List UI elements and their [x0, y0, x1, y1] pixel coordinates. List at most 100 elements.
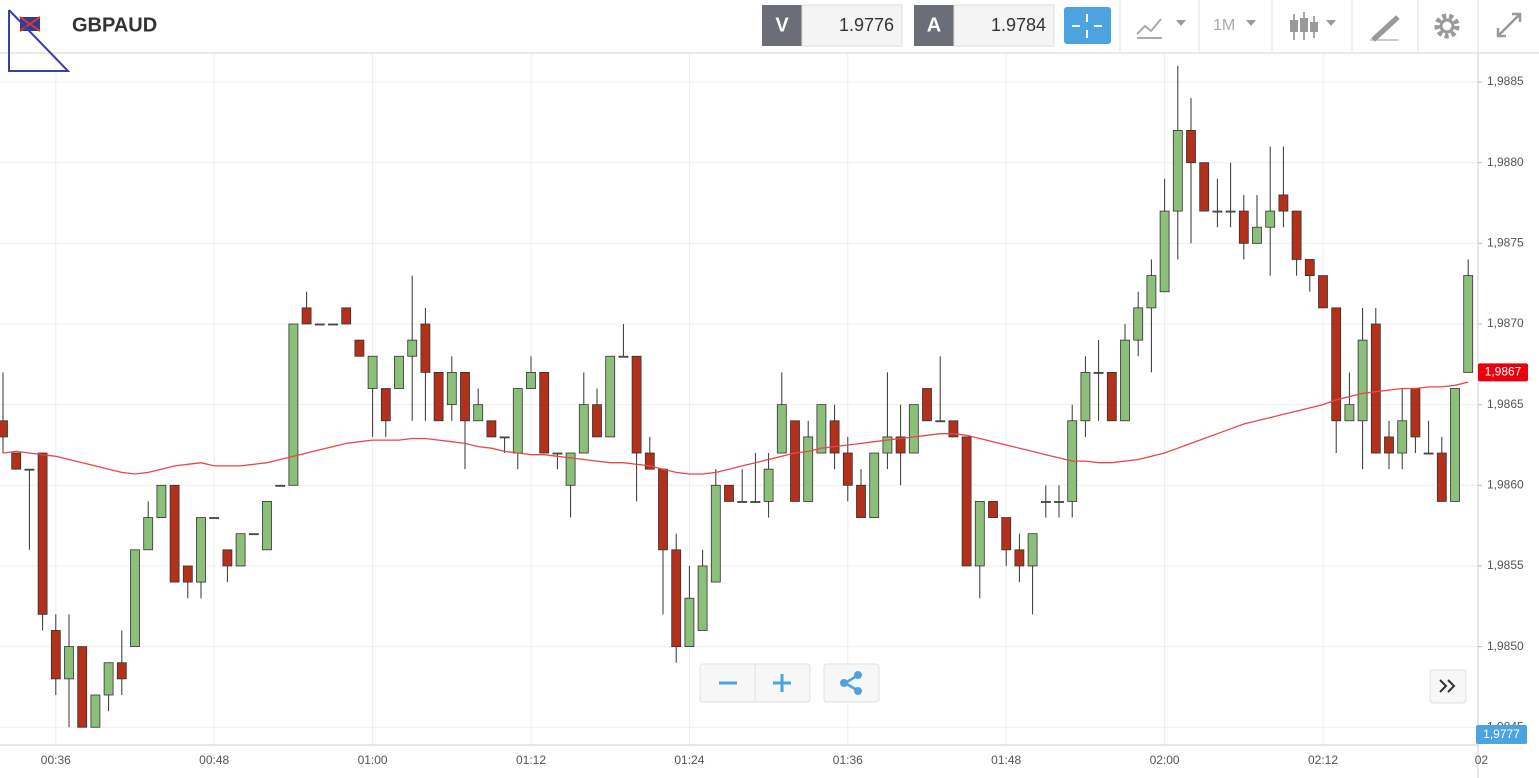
candle-body — [156, 484, 167, 518]
candle-body — [222, 549, 233, 567]
settings-button[interactable] — [1434, 13, 1460, 39]
candle-body — [420, 323, 431, 373]
candle-body — [407, 339, 418, 357]
candle-body — [578, 404, 589, 454]
ask-price: 1.9784 — [991, 15, 1046, 35]
zoom-controls — [699, 663, 1467, 704]
candle-body — [829, 420, 840, 454]
zoom-in-button[interactable] — [773, 674, 791, 692]
candle-type-button[interactable] — [1290, 18, 1318, 32]
candle-body — [11, 452, 22, 470]
bid-box — [801, 4, 903, 47]
candle-body — [684, 597, 695, 648]
bid-button[interactable] — [762, 5, 802, 46]
flag-cross — [19, 16, 41, 32]
candle-body — [209, 517, 220, 519]
candle-body — [856, 484, 866, 518]
candle-body — [380, 388, 391, 422]
candle-body — [631, 355, 642, 454]
y-tick-label: 1,9875 — [1487, 236, 1524, 250]
candle-body — [446, 371, 457, 406]
candle-body — [182, 565, 193, 583]
candle-body — [776, 404, 787, 454]
candle-body — [750, 501, 761, 503]
candle-body — [1238, 210, 1249, 244]
candle-body — [1357, 339, 1368, 422]
selection-marker — [8, 9, 71, 72]
chart-type-button[interactable] — [1136, 18, 1162, 39]
candle-body — [526, 371, 536, 389]
y-tick-label: 1,9880 — [1487, 155, 1524, 169]
candle-body — [1397, 420, 1408, 454]
candle-body — [1120, 339, 1130, 422]
candle-body — [130, 549, 140, 648]
candle-body — [169, 484, 180, 583]
candle-body — [394, 355, 404, 389]
plot-area — [0, 53, 1482, 745]
candle-body — [1344, 404, 1355, 422]
bottom-price-tag — [1476, 725, 1527, 744]
candle-body — [1212, 210, 1223, 213]
candle-body — [1186, 130, 1196, 164]
candle-body — [1106, 371, 1117, 422]
ask-button[interactable] — [914, 5, 954, 46]
x-tick-label: 01:48 — [991, 753, 1021, 767]
candle-body — [908, 404, 919, 454]
candle-body — [737, 501, 748, 503]
candle-body — [552, 452, 563, 455]
candle-body — [499, 436, 510, 439]
bid-price: 1.9776 — [839, 15, 894, 35]
fullscreen-button[interactable] — [1496, 12, 1522, 38]
candle-body — [618, 355, 629, 358]
header: GBPAUD V 1.9776 A 1.9784 1M — [0, 0, 1539, 72]
candle-body — [644, 452, 655, 470]
candle-body — [288, 323, 299, 486]
dropdown-arrow — [1246, 20, 1256, 26]
timeframe-button[interactable]: 1M — [1213, 17, 1235, 34]
candle-body — [671, 549, 682, 648]
ask-box — [953, 4, 1055, 47]
share-dot — [854, 671, 862, 679]
candle-body — [565, 452, 576, 486]
y-tick-label: 1,9885 — [1487, 74, 1524, 88]
candle-body — [922, 388, 932, 422]
share-button[interactable] — [840, 671, 862, 695]
scroll-end-button[interactable] — [1429, 669, 1467, 704]
candle-body — [592, 404, 602, 438]
x-tick-label: 00:48 — [199, 753, 229, 767]
crosshair-button[interactable] — [1064, 7, 1111, 44]
candle-body — [1410, 388, 1421, 438]
x-tick-label: 01:36 — [833, 753, 863, 767]
candle-body — [869, 452, 880, 518]
candle-body — [710, 484, 721, 583]
candle-body — [1027, 533, 1038, 567]
candle-body — [1172, 130, 1183, 212]
candle-body — [1252, 226, 1262, 244]
settings-icon — [1439, 18, 1455, 34]
x-tick-label: 02:00 — [1150, 753, 1180, 767]
candle-body — [842, 452, 853, 486]
moving-average — [2, 381, 1469, 475]
candle-body — [328, 323, 338, 326]
candle-body — [658, 468, 668, 551]
y-tick-label: 1,9870 — [1487, 316, 1524, 330]
ask-label: A — [927, 14, 941, 36]
x-tick-label: 02:12 — [1308, 753, 1338, 767]
candle-body — [433, 371, 444, 422]
candle-body — [1291, 210, 1302, 260]
last-price-tag — [1478, 363, 1528, 382]
y-tick-label: 1,9860 — [1487, 477, 1524, 491]
candle-body — [816, 404, 827, 454]
candle-body — [1093, 371, 1104, 374]
candle-body — [1318, 275, 1328, 309]
candle-body — [1146, 275, 1157, 309]
candle-body — [790, 420, 800, 502]
candle-body — [473, 404, 484, 422]
candle-body — [1001, 517, 1012, 551]
candle-body — [882, 436, 893, 454]
candle-body — [103, 662, 114, 696]
candle-body — [301, 307, 312, 325]
drawing-button[interactable] — [1370, 15, 1400, 42]
